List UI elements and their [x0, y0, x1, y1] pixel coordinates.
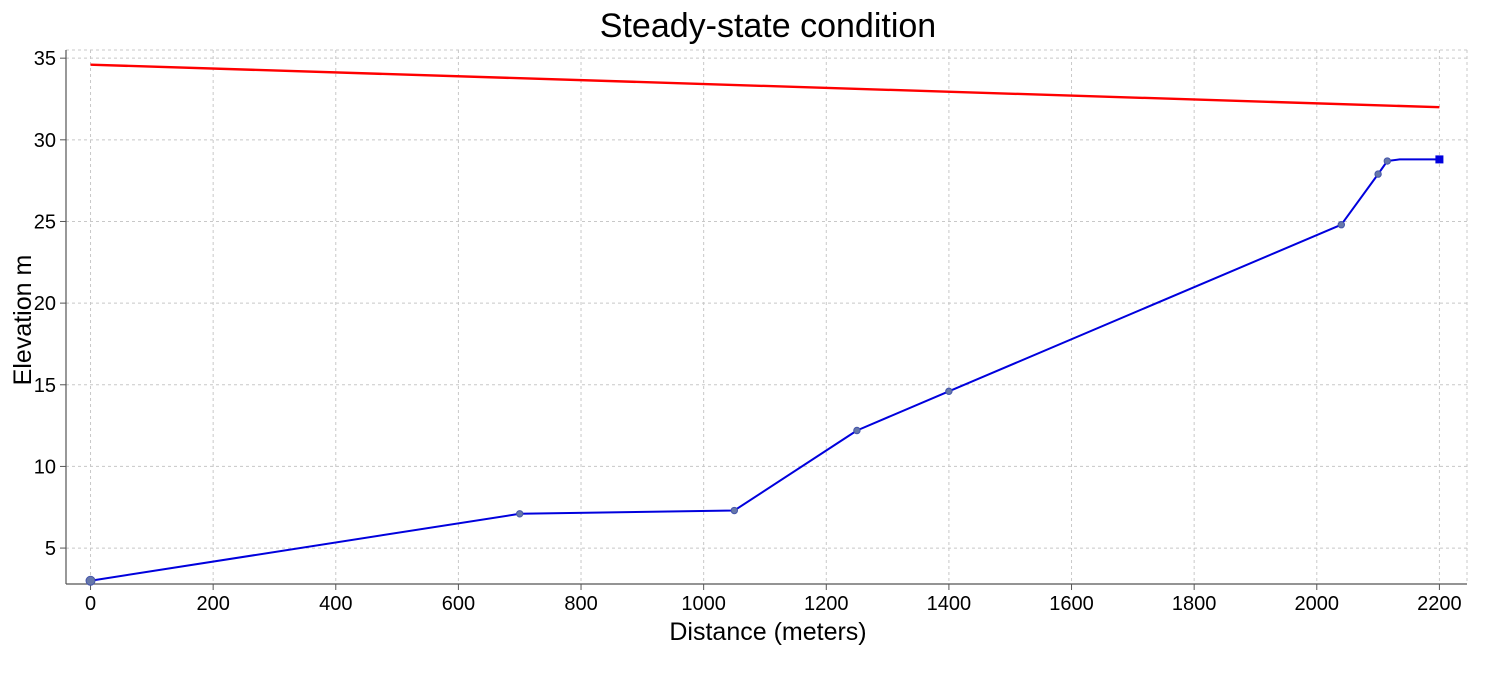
y-tick-label: 35: [34, 48, 56, 70]
chart-title: Steady-state condition: [600, 7, 936, 45]
series-point-marker: [1337, 221, 1346, 229]
x-tick-label: 1200: [804, 593, 849, 615]
series-end-marker: [1435, 155, 1444, 164]
series-point-marker: [1383, 157, 1391, 165]
x-tick-label: 1600: [1049, 593, 1094, 615]
plot-area: [85, 63, 1444, 586]
x-tick-label: 600: [442, 593, 475, 615]
series-point-marker: [730, 506, 739, 515]
x-tick-label: 1800: [1172, 593, 1217, 615]
series-line-1: [90, 158, 1440, 582]
series-point-marker: [853, 426, 861, 435]
y-tick-label: 20: [34, 293, 56, 315]
x-tick-label: 200: [196, 593, 229, 615]
series-point-marker: [1374, 170, 1382, 178]
y-tick-label: 15: [34, 375, 56, 397]
x-tick-label: 1000: [681, 593, 726, 615]
y-axis-label: Elevation m: [9, 255, 37, 386]
x-tick-label: 2200: [1417, 593, 1462, 615]
series-line-0: [90, 63, 1440, 109]
x-tick-label: 400: [319, 593, 352, 615]
x-tick-label: 2000: [1295, 593, 1340, 615]
series-point-marker: [85, 575, 96, 586]
y-tick-label: 5: [45, 538, 56, 560]
x-axis-label: Distance (meters): [669, 618, 866, 646]
y-tick-label: 25: [34, 211, 56, 233]
x-tick-label: 800: [564, 593, 597, 615]
series-point-marker: [945, 387, 953, 396]
grid: [66, 49, 1468, 584]
series-point-marker: [516, 510, 524, 518]
x-tick-label: 0: [85, 593, 96, 615]
x-tick-label: 1400: [927, 593, 972, 615]
y-tick-label: 10: [34, 456, 56, 478]
axes: 0 200 400 600 800 1000 1200 1400 1600 1800 2000 220…: [34, 48, 1467, 615]
y-tick-label: 30: [34, 130, 56, 152]
